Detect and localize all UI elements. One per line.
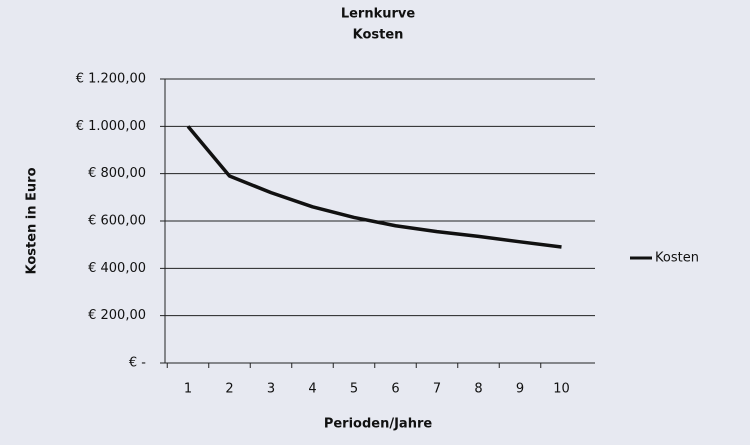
y-tick-label: € 800,00 — [88, 166, 146, 181]
x-tick-label: 4 — [308, 382, 316, 397]
y-tick-label: € 200,00 — [88, 308, 146, 323]
x-tick-label: 1 — [184, 382, 192, 397]
line — [186, 125, 562, 249]
chart-subtitle: Kosten — [353, 28, 404, 43]
x-tick-label: 2 — [225, 382, 233, 397]
y-tick-label: € 400,00 — [88, 261, 146, 276]
x-tick-label: 3 — [267, 382, 275, 397]
legend-label: Kosten — [655, 251, 699, 266]
y-axis-label: Kosten in Euro — [25, 167, 40, 274]
x-axis-label: Perioden/Jahre — [324, 417, 433, 432]
y-tick-label: € 1.200,00 — [76, 72, 146, 87]
x-tick-label: 9 — [516, 382, 524, 397]
x-tick-label: 5 — [350, 382, 358, 397]
chart-title: Lernkurve — [341, 7, 416, 22]
y-tick-label: € 1.000,00 — [76, 119, 146, 134]
x-tick-label: 7 — [433, 382, 441, 397]
x-tick-label: 10 — [553, 382, 570, 397]
x-tick-label: 6 — [391, 382, 399, 397]
y-tick-label: € - — [129, 356, 146, 371]
x-tick-label: 8 — [474, 382, 482, 397]
y-tick-label: € 600,00 — [88, 214, 146, 229]
